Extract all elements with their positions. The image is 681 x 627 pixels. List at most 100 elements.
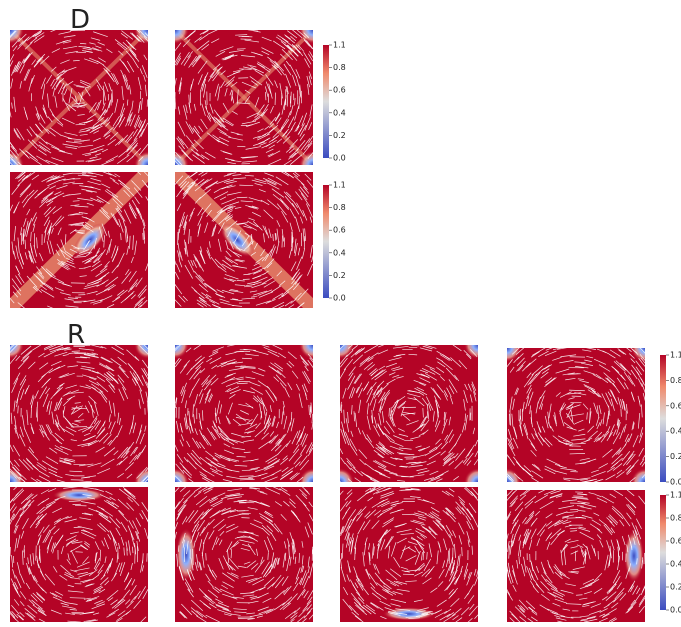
streak <box>30 75 35 84</box>
streak <box>144 527 148 540</box>
streak <box>30 405 32 419</box>
streak <box>13 129 19 138</box>
streak <box>280 382 285 389</box>
streak <box>382 447 395 455</box>
streak <box>436 599 447 607</box>
streak <box>526 384 532 394</box>
streak <box>46 400 50 409</box>
streak <box>344 492 353 501</box>
streak <box>342 586 349 596</box>
streak <box>226 372 236 377</box>
streak <box>175 260 177 265</box>
streak <box>117 289 125 296</box>
streak <box>369 487 382 493</box>
streak <box>79 133 88 136</box>
streak <box>175 397 178 404</box>
streak <box>283 585 292 596</box>
streak <box>175 501 180 510</box>
streak <box>180 386 184 394</box>
streak <box>264 125 270 130</box>
streak <box>428 451 441 460</box>
streak <box>293 444 300 454</box>
streak <box>241 81 257 89</box>
streak <box>111 264 119 274</box>
colorbar <box>323 45 329 158</box>
streak <box>29 156 42 165</box>
streak <box>532 586 539 593</box>
streak <box>290 261 297 272</box>
streak <box>217 426 223 433</box>
streak <box>247 430 255 434</box>
streak <box>534 494 549 504</box>
streak <box>408 617 420 620</box>
streak <box>190 148 199 157</box>
streak <box>425 364 435 370</box>
streak <box>363 383 369 391</box>
streak <box>64 457 76 461</box>
streak <box>246 121 260 128</box>
streak <box>122 74 128 90</box>
streak <box>102 210 111 219</box>
streak <box>136 34 143 42</box>
streak <box>129 50 138 60</box>
streak <box>283 191 295 203</box>
streak <box>14 587 21 598</box>
streak <box>556 530 565 536</box>
streak <box>191 523 200 538</box>
streak <box>136 531 141 542</box>
streak <box>141 502 148 513</box>
streak <box>570 546 578 549</box>
streak <box>247 543 256 556</box>
streak <box>13 96 16 113</box>
streak <box>580 478 588 481</box>
streak <box>129 47 137 56</box>
streak <box>623 400 626 411</box>
streak <box>593 358 607 365</box>
streak <box>346 349 354 358</box>
streak <box>619 593 627 601</box>
streak <box>291 370 299 379</box>
streak <box>63 459 76 463</box>
field-panel <box>507 490 645 622</box>
streak <box>177 504 186 516</box>
streak <box>35 32 45 39</box>
streak <box>263 463 273 469</box>
streak <box>366 388 374 403</box>
streak <box>460 606 470 616</box>
streak <box>445 429 454 443</box>
streak <box>222 479 233 482</box>
streak <box>594 431 603 440</box>
streak <box>205 457 219 466</box>
streak <box>222 555 231 570</box>
streak <box>538 350 549 357</box>
streak <box>348 536 351 546</box>
streak <box>15 65 19 72</box>
streak <box>82 529 97 537</box>
streak <box>413 380 427 386</box>
streak <box>220 70 226 75</box>
streak <box>442 456 455 467</box>
streak <box>207 580 214 588</box>
streak <box>248 535 258 542</box>
streak <box>420 534 426 539</box>
streak <box>209 300 216 304</box>
streak <box>176 512 181 520</box>
streak <box>14 538 18 552</box>
streak <box>28 568 31 574</box>
streak <box>32 592 44 603</box>
streak <box>257 61 271 71</box>
vortex-spot <box>382 607 436 621</box>
colorbar-tick-label: 0.4 <box>670 560 681 569</box>
streak <box>264 510 273 516</box>
streak <box>233 71 241 75</box>
streak <box>52 507 63 514</box>
streak <box>183 55 191 66</box>
streak <box>293 539 296 553</box>
streak <box>293 454 303 465</box>
streak <box>366 403 369 415</box>
streak <box>283 406 285 416</box>
streak <box>126 109 132 122</box>
streak <box>53 364 66 371</box>
streak <box>414 568 421 572</box>
streak <box>583 384 595 390</box>
